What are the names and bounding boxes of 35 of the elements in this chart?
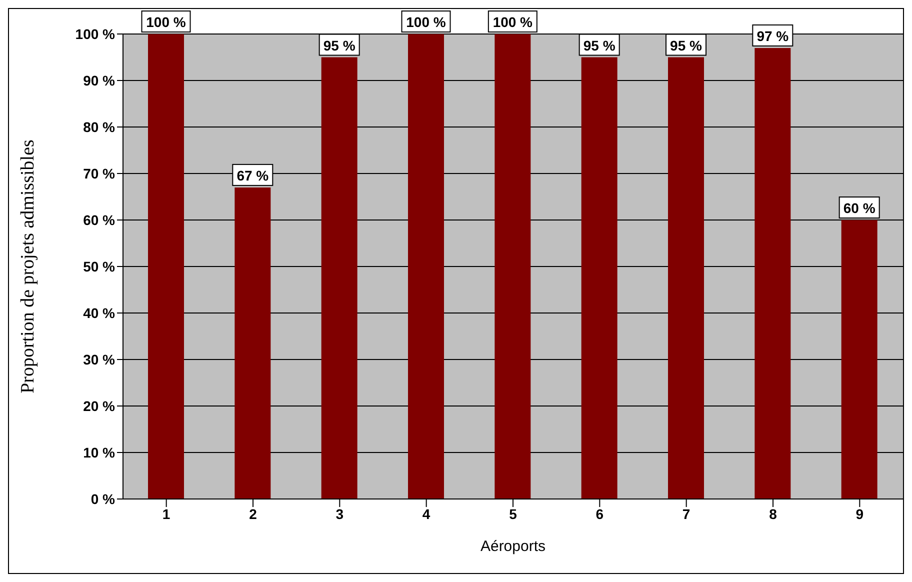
y-tick-label: 40 % bbox=[83, 304, 116, 321]
y-tick-label: 80 % bbox=[83, 118, 116, 135]
data-label: 67 % bbox=[236, 167, 270, 184]
x-tick-label: 9 bbox=[856, 506, 864, 522]
y-tick-label: 0 % bbox=[90, 490, 116, 507]
bar bbox=[494, 34, 531, 499]
x-tick-label: 7 bbox=[682, 506, 690, 522]
data-label: 100 % bbox=[146, 14, 186, 30]
y-tick-label: 50 % bbox=[83, 258, 116, 274]
x-tick-label: 1 bbox=[162, 506, 170, 522]
data-label: 95 % bbox=[583, 37, 616, 54]
x-tick-label: 2 bbox=[249, 506, 258, 522]
data-label: 95 % bbox=[670, 37, 702, 54]
y-axis-title: Proportion de projets admissibles bbox=[18, 140, 39, 394]
x-tick-label: 6 bbox=[596, 506, 604, 522]
x-tick-label: 4 bbox=[422, 506, 430, 522]
data-label: 100 % bbox=[492, 14, 534, 30]
bar bbox=[408, 34, 444, 499]
data-label: 100 % bbox=[406, 14, 446, 30]
y-tick-label: 20 % bbox=[83, 398, 116, 414]
y-tick-label: 70 % bbox=[83, 165, 116, 182]
y-tick-label: 90 % bbox=[83, 72, 116, 88]
x-axis-title: Aéroports bbox=[480, 538, 546, 555]
y-tick-label: 100 % bbox=[75, 26, 116, 42]
y-tick-label: 60 % bbox=[83, 212, 116, 228]
bar bbox=[841, 220, 878, 499]
x-tick-label: 5 bbox=[509, 506, 518, 522]
data-label: 60 % bbox=[843, 200, 876, 216]
y-tick-label: 30 % bbox=[83, 351, 116, 368]
x-tick-label: 3 bbox=[336, 506, 344, 522]
x-tick-label: 8 bbox=[769, 506, 778, 522]
data-label: 95 % bbox=[323, 37, 356, 54]
bar bbox=[148, 34, 184, 499]
data-label: 97 % bbox=[756, 28, 790, 44]
y-tick-label: 10 % bbox=[83, 444, 116, 460]
